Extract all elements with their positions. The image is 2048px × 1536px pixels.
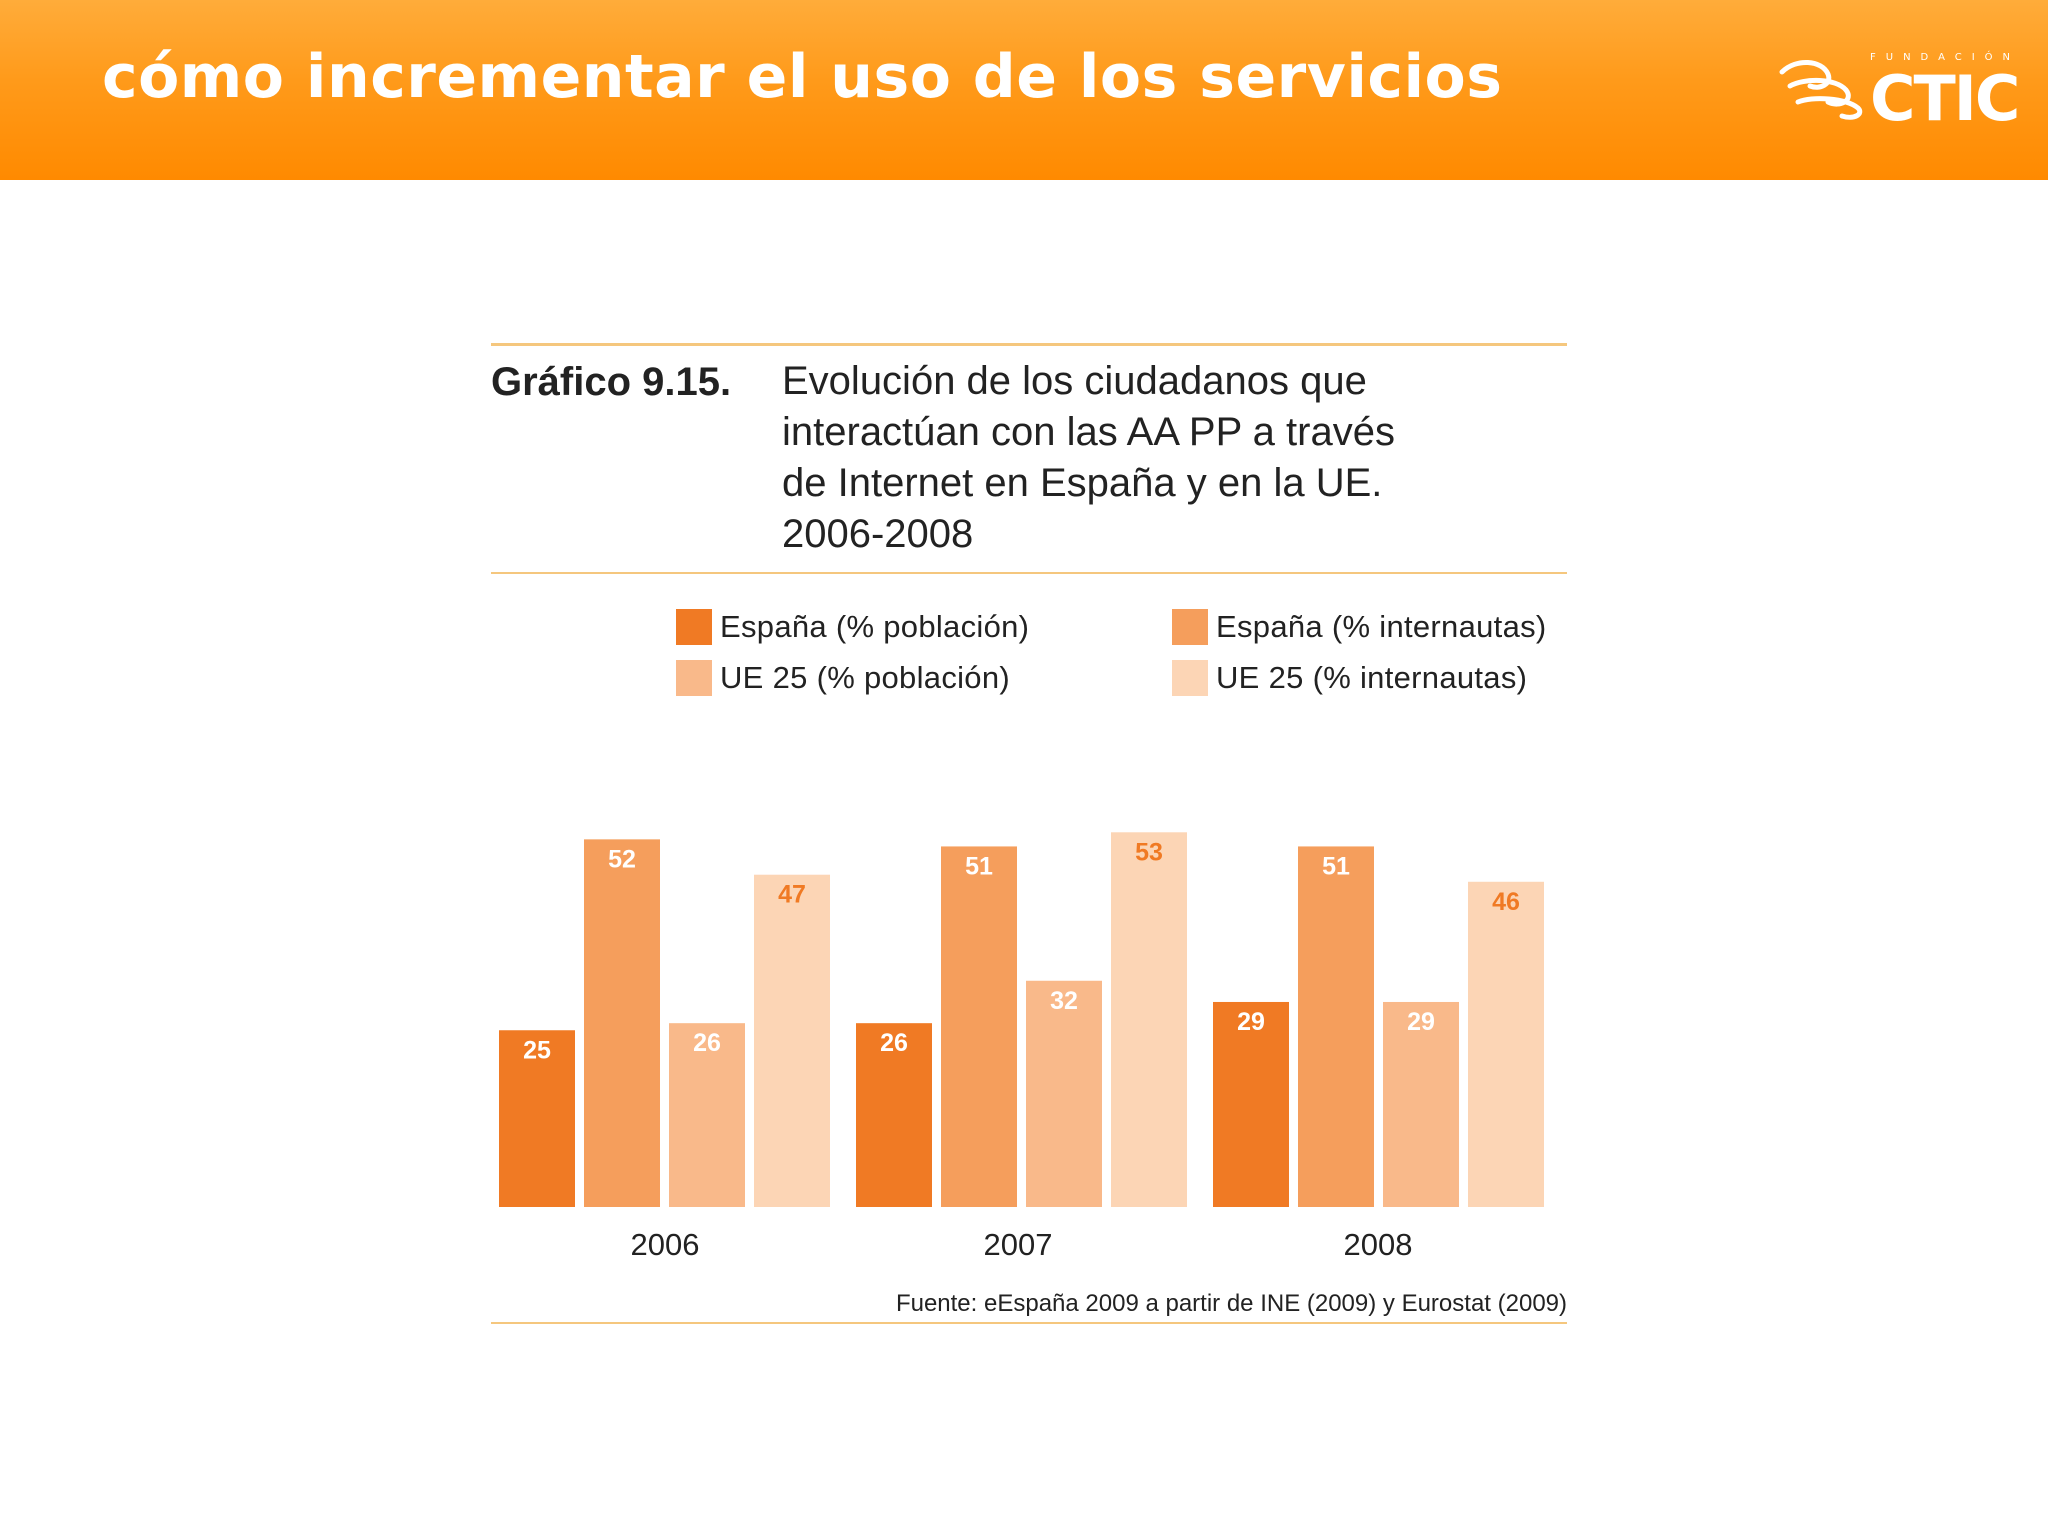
legend-item-espana-internautas: España (% internautas) (1172, 607, 1547, 647)
bar (669, 1023, 745, 1207)
middle-rule (491, 572, 1567, 574)
bar (499, 1030, 575, 1207)
bar (1468, 881, 1544, 1207)
bar-value-label: 52 (608, 845, 636, 873)
figure-title-line: interactúan con las AA PP a través (782, 410, 1395, 454)
bar-value-label: 25 (523, 1036, 551, 1064)
bar (584, 839, 660, 1207)
bar (754, 874, 830, 1207)
ctic-logo: FUNDACIÓN CTIC (1776, 52, 2020, 135)
legend-label: UE 25 (% internautas) (1216, 660, 1528, 695)
legend-swatch (676, 609, 712, 645)
logo-small-text: FUNDACIÓN (1870, 52, 2021, 63)
bar (1383, 1001, 1459, 1207)
bar-value-label: 32 (1050, 987, 1078, 1015)
bar (1213, 1001, 1289, 1207)
legend-swatch (676, 660, 712, 696)
bar (1026, 980, 1102, 1207)
legend-item-ue25-internautas: UE 25 (% internautas) (1172, 658, 1527, 698)
x-axis-tick-label: 2008 (1344, 1227, 1413, 1262)
bar (1111, 832, 1187, 1207)
legend-swatch (1172, 609, 1208, 645)
bar (1298, 846, 1374, 1207)
legend-label: España (% población) (720, 609, 1030, 644)
bar (856, 1023, 932, 1207)
bar-value-label: 26 (880, 1029, 908, 1057)
legend-swatch (1172, 660, 1208, 696)
source-note: Fuente: eEspaña 2009 a partir de INE (20… (895, 1290, 1567, 1317)
bar-value-label: 51 (1322, 852, 1350, 880)
figure-label: Gráfico 9.15. (491, 360, 732, 404)
page-title: cómo incrementar el uso de los servicios (102, 42, 1503, 112)
header-bar (0, 0, 2048, 180)
bar-value-label: 29 (1407, 1008, 1435, 1036)
x-axis-tick-label: 2006 (631, 1227, 700, 1262)
bar-value-label: 29 (1237, 1008, 1265, 1036)
legend-item-espana-poblacion: España (% población) (676, 607, 1029, 647)
figure-title-line: de Internet en España y en la UE. (782, 461, 1383, 505)
top-rule (491, 343, 1567, 346)
bar-value-label: 51 (965, 852, 993, 880)
bar-value-label: 26 (693, 1029, 721, 1057)
logo-text: CTIC (1870, 62, 2020, 135)
bar-value-label: 53 (1135, 838, 1163, 866)
logo-swirl-icon (1779, 60, 1863, 120)
x-axis-tick-label: 2007 (984, 1227, 1053, 1262)
legend-label: UE 25 (% población) (720, 660, 1011, 695)
bar-value-label: 47 (778, 881, 806, 909)
bar-value-label: 46 (1492, 888, 1520, 916)
figure-title-line: 2006-2008 (782, 512, 974, 556)
figure-title: Evolución de los ciudadanos que interact… (782, 356, 1542, 560)
legend-label: España (% internautas) (1216, 609, 1547, 644)
bottom-rule (491, 1322, 1567, 1324)
figure-title-line: Evolución de los ciudadanos que (782, 359, 1367, 403)
legend-item-ue25-poblacion: UE 25 (% población) (676, 658, 1010, 698)
bar (941, 846, 1017, 1207)
